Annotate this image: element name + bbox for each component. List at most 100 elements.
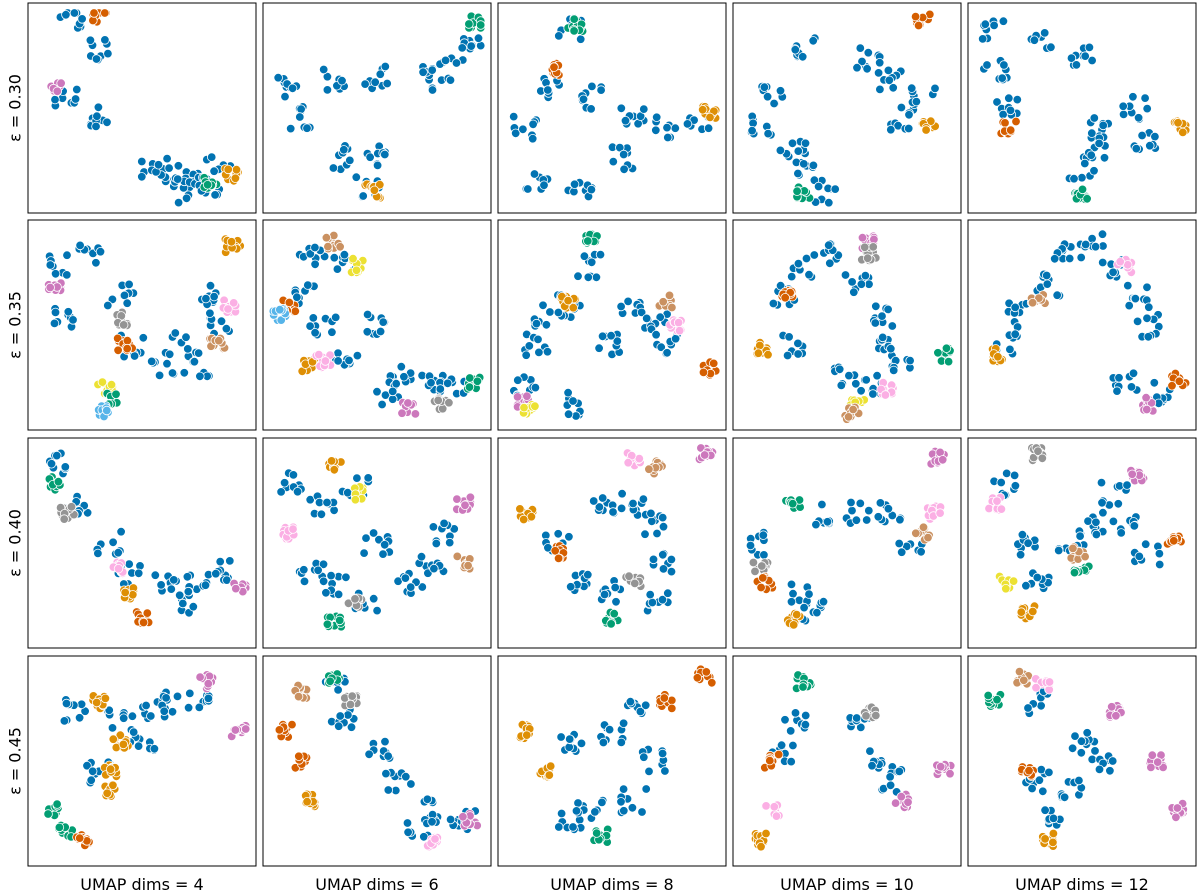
scatter-point-noise (875, 84, 885, 95)
scatter-point-noise (401, 772, 411, 782)
scatter-point-noise (804, 589, 814, 599)
scatter-point-c1 (921, 125, 931, 135)
scatter-point-c1 (115, 730, 126, 740)
scatter-point-noise (188, 602, 199, 612)
scatter-point-noise (375, 69, 386, 79)
scatter-point-c1 (369, 185, 380, 196)
scatter-point-noise (422, 794, 433, 805)
scatter-point-noise (288, 470, 299, 480)
scatter-point-noise (76, 699, 87, 710)
scatter-point-noise (59, 716, 70, 726)
scatter-point-noise (279, 478, 290, 488)
scatter-point-c8 (348, 254, 358, 264)
scatter-point-noise (587, 257, 597, 268)
scatter-point-noise (894, 766, 905, 777)
scatter-point-noise (113, 548, 123, 558)
scatter-point-noise (377, 399, 387, 410)
scatter-point-noise (857, 56, 867, 67)
scatter-point-noise (329, 505, 339, 516)
scatter-point-noise (166, 584, 177, 594)
scatter-point-noise (822, 517, 833, 527)
scatter-point-c4 (458, 812, 468, 822)
scatter-point-noise (579, 251, 590, 261)
scatter-point-noise (596, 85, 606, 95)
scatter-point-noise (1143, 332, 1154, 342)
scatter-point-c3 (692, 673, 703, 683)
scatter-point-c3 (122, 336, 133, 346)
scatter-point-noise (416, 552, 427, 562)
scatter-point-noise (793, 168, 803, 179)
scatter-point-noise (586, 184, 597, 195)
scatter-points (44, 448, 251, 628)
scatter-point-noise (597, 797, 607, 808)
scatter-point-noise (647, 597, 658, 608)
scatter-point-noise (169, 575, 179, 585)
scatter-point-noise (183, 344, 193, 354)
scatter-point-noise (553, 307, 564, 318)
scatter-point-noise (856, 722, 866, 733)
scatter-point-c1 (789, 620, 799, 630)
scatter-point-noise (328, 163, 339, 173)
scatter-point-noise (427, 85, 438, 95)
scatter-point-noise (403, 827, 413, 838)
scatter-point-c1 (326, 456, 337, 466)
scatter-point-noise (63, 307, 74, 317)
scatter-point-noise (333, 356, 343, 366)
scatter-points (276, 456, 476, 632)
scatter-point-noise (292, 487, 303, 497)
scatter-point-noise (91, 258, 101, 268)
scatter-point-noise (1123, 280, 1133, 291)
scatter-point-noise (782, 350, 793, 361)
scatter-point-noise (1070, 731, 1080, 741)
scatter-point-noise (124, 279, 134, 290)
scatter-point-noise (618, 718, 629, 729)
scatter-points (515, 443, 718, 629)
column-label: UMAP dims = 10 (780, 875, 914, 894)
scatter-point-noise (660, 766, 670, 776)
scatter-point-c5 (1034, 293, 1044, 303)
scatter-point-noise (364, 749, 374, 760)
scatter-point-noise (651, 330, 661, 340)
scatter-point-noise (431, 538, 442, 549)
scatter-point-noise (1041, 270, 1052, 281)
scatter-point-noise (616, 103, 627, 114)
scatter-point-noise (193, 348, 204, 358)
scatter-point-noise (855, 43, 866, 53)
scatter-point-noise (784, 332, 794, 342)
scatter-point-c1 (108, 780, 118, 791)
scatter-point-c3 (910, 11, 921, 22)
scatter-point-c6 (673, 317, 684, 328)
scatter-point-noise (606, 331, 616, 341)
scatter-point-c2 (464, 382, 475, 392)
scatter-point-noise (378, 549, 388, 559)
scatter-point-c4 (903, 797, 913, 807)
scatter-point-c4 (231, 583, 241, 594)
row-label: ε = 0.40 (6, 509, 25, 577)
scatter-point-noise (119, 290, 130, 301)
scatter-point-noise (564, 532, 574, 542)
scatter-point-noise (322, 497, 332, 508)
scatter-point-noise (1094, 138, 1104, 149)
scatter-point-noise (1080, 239, 1091, 250)
scatter-point-c6 (880, 390, 891, 400)
scatter-point-noise (445, 814, 456, 825)
scatter-point-noise (203, 693, 214, 704)
scatter-panel-r0-c3 (732, 2, 962, 214)
scatter-point-noise (569, 179, 580, 190)
row-label: ε = 0.45 (6, 727, 25, 795)
scatter-point-noise (1017, 530, 1028, 540)
scatter-point-noise (127, 711, 138, 721)
scatter-point-c6 (223, 304, 233, 314)
scatter-points (509, 229, 721, 421)
scatter-points (46, 8, 243, 208)
scatter-point-c8 (97, 377, 108, 387)
scatter-point-noise (451, 58, 462, 68)
scatter-point-c2 (792, 186, 802, 196)
scatter-point-c2 (476, 20, 486, 30)
scatter-point-noise (808, 160, 819, 171)
scatter-point-c3 (138, 617, 149, 628)
scatter-point-noise (616, 503, 627, 514)
scatter-point-c3 (659, 693, 670, 703)
scatter-point-c3 (1174, 376, 1185, 387)
scatter-point-c3 (553, 553, 564, 564)
